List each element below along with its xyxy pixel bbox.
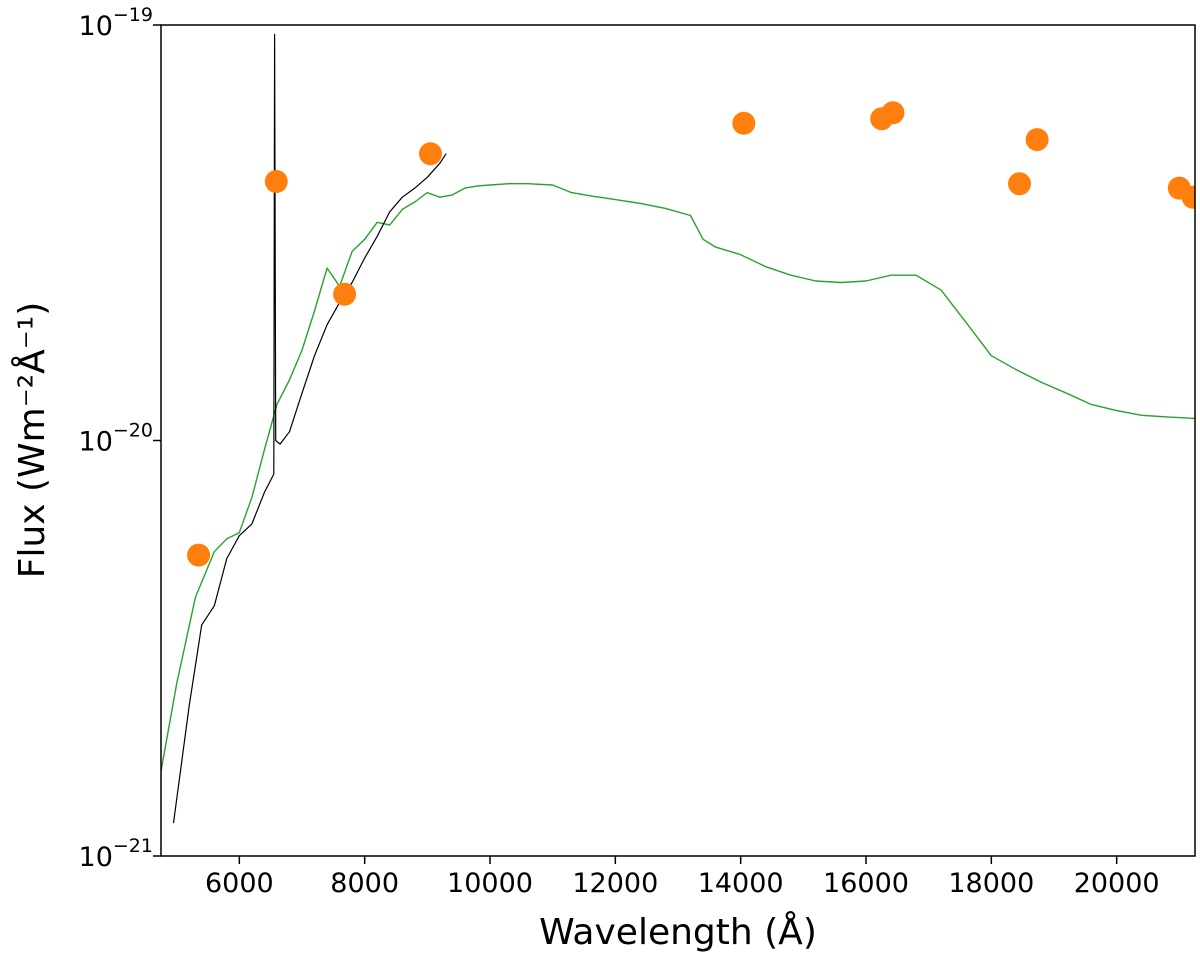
photometry-point bbox=[1181, 185, 1195, 209]
y-axis-label: Flux (Wm⁻²Å⁻¹) bbox=[10, 302, 53, 579]
x-axis-label: Wavelength (Å) bbox=[539, 910, 817, 953]
plot-area bbox=[161, 33, 1195, 824]
x-tick-label: 18000 bbox=[948, 868, 1034, 899]
photometry-point bbox=[1008, 172, 1031, 196]
x-tick-label: 10000 bbox=[447, 868, 533, 899]
x-tick-label: 6000 bbox=[205, 868, 274, 899]
photometry-point bbox=[1025, 128, 1049, 152]
x-tick-label: 16000 bbox=[823, 868, 909, 899]
y-tick-base: 10 bbox=[79, 11, 113, 42]
y-tick-base: 10 bbox=[79, 842, 113, 873]
x-axis: 6000 8000 10000 12000 14000 16000 18000 20000 bbox=[205, 856, 1160, 899]
series-line-model-spectrum bbox=[161, 183, 1195, 772]
photometry-point bbox=[732, 111, 756, 135]
y-tick-base: 10 bbox=[79, 427, 113, 458]
series-line-observed-spectrum bbox=[172, 33, 447, 824]
y-tick-exponent: −19 bbox=[113, 4, 153, 26]
photometry-point bbox=[264, 170, 288, 193]
y-tick-exponent: −21 bbox=[113, 835, 153, 857]
x-tick-label: 14000 bbox=[698, 868, 784, 899]
photometry-point bbox=[187, 543, 211, 567]
y-tick-exponent: −20 bbox=[113, 420, 153, 442]
x-tick-label: 8000 bbox=[330, 868, 399, 899]
photometry-point bbox=[333, 282, 357, 306]
series-layer bbox=[161, 33, 1195, 824]
photometry-point bbox=[881, 101, 905, 125]
y-tick-label: 10−19 bbox=[79, 4, 153, 42]
x-tick-label: 12000 bbox=[572, 868, 658, 899]
y-tick-label: 10−21 bbox=[79, 835, 153, 873]
y-tick-label: 10−20 bbox=[79, 420, 153, 458]
photometry-point bbox=[419, 142, 442, 166]
x-tick-label: 20000 bbox=[1074, 868, 1160, 899]
